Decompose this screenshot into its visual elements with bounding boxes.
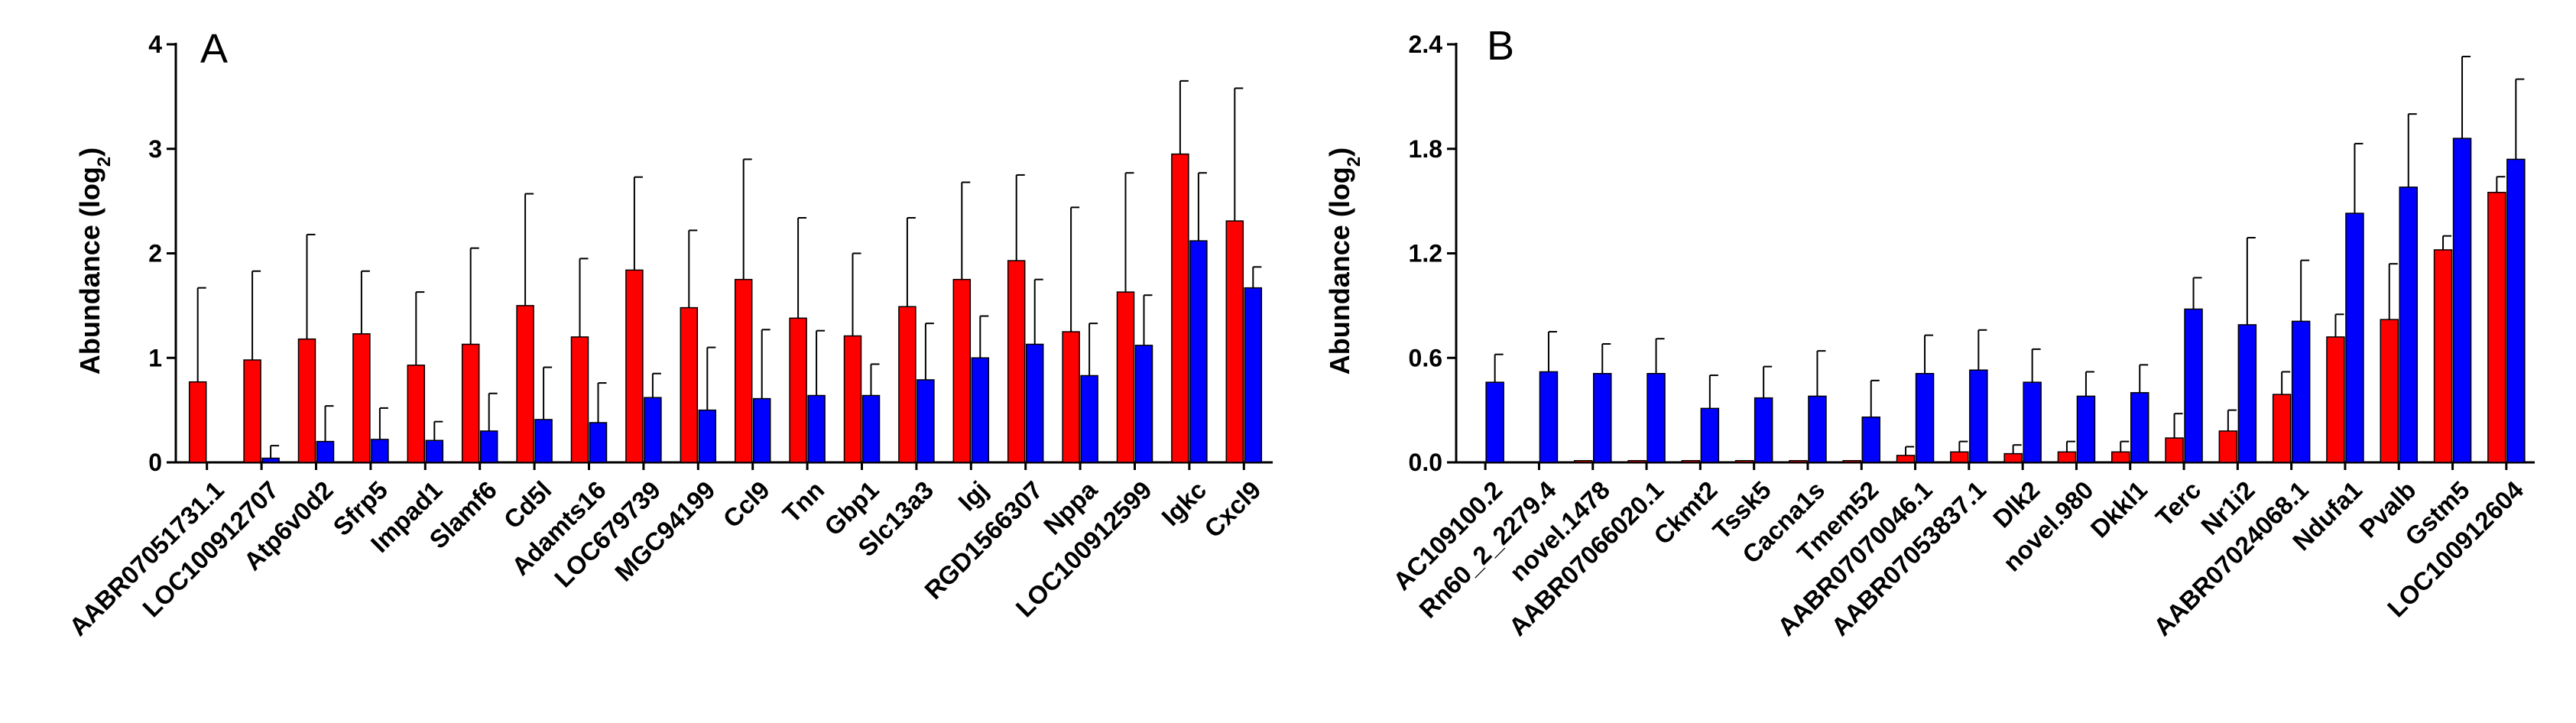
panel-b-bar-red (1574, 459, 1593, 463)
panel-b-bar-blue (1861, 416, 1880, 463)
panel-b-bar-blue (1539, 371, 1559, 463)
panel-a-bar-red (461, 343, 480, 463)
panel-b-bar-blue (2506, 158, 2526, 463)
panel-b-bar-red (2433, 249, 2453, 463)
panel-a-bar-blue (479, 430, 498, 463)
panel-a-bar-blue (1189, 240, 1208, 463)
panel-a-bar-blue (644, 397, 662, 463)
panel-a-bar-red (680, 306, 699, 463)
panel-a-bar-red (1171, 153, 1189, 463)
panel-b-y-tick-label: 1.8 (1409, 135, 1442, 163)
panel-a-bar-red (1225, 220, 1244, 463)
panel-a-category-label: Cxcl9 (1199, 475, 1266, 543)
panel-b-bar-red (2326, 336, 2345, 463)
panel-b-bar-blue (1969, 369, 1988, 463)
panel-a-bar-red (843, 335, 862, 463)
panel-b-y-tick-label: 1.2 (1409, 240, 1442, 267)
panel-b-bar-red (1681, 459, 1701, 463)
panel-b-bar-blue (1915, 373, 1935, 463)
panel-b-y-axis-title: Abundance (log2) (1324, 148, 1364, 374)
panel-a-bar-blue (589, 422, 608, 463)
panel-a-bar-red (1007, 260, 1026, 463)
panel-a-bar-blue (261, 457, 280, 463)
panel-a-category-label: Ccl9 (718, 475, 775, 533)
panel-a-bar-red (789, 317, 807, 463)
panel-b-bar-red (2272, 394, 2292, 463)
panel-b-bar-red (2165, 437, 2184, 463)
panel-b-bar-blue (2076, 395, 2096, 463)
panel-a-bar-blue (1080, 374, 1098, 463)
panel-a-bar-red (188, 381, 207, 463)
panel-b-bar-red (1896, 455, 1916, 463)
panel-b-bar-red (1734, 459, 1754, 463)
panel-a-bar-blue (371, 439, 389, 463)
panel-a-bar-red (952, 278, 972, 463)
panel-b-bar-blue (2399, 186, 2418, 463)
panel-a-bar-red (625, 269, 644, 463)
panel-b-bar-blue (1700, 407, 1720, 463)
panel-a-bar-red (734, 278, 753, 463)
panel-a-y-tick-label: 0 (148, 449, 162, 476)
panel-b-bar-blue (2452, 138, 2472, 463)
panel-b-bar-red (1842, 459, 1861, 463)
panel-a-bar-blue (807, 394, 826, 463)
panel-b-bar-red (1789, 459, 1808, 463)
panel-b-y-tick-label: 2.4 (1409, 31, 1443, 58)
panel-b-bar-red (1627, 459, 1646, 463)
panel-a-y-tick-label: 4 (148, 31, 162, 58)
panel-a-bar-red (1062, 331, 1080, 463)
panel-a-y-axis-title: Abundance (log2) (74, 148, 115, 374)
panel-b-letter: B (1487, 23, 1514, 69)
panel-a-y-tick-label: 3 (148, 135, 162, 163)
panel-a-bar-blue (534, 419, 553, 463)
panel-b-category-label: Dkkl1 (2085, 475, 2153, 543)
panel-a-bar-red (407, 365, 426, 463)
panel-a-y-tick-label: 1 (148, 344, 162, 371)
panel-a-bar-red (243, 359, 261, 463)
panel-b-bar-blue (2130, 392, 2149, 463)
panel-a-bar-blue (917, 379, 935, 463)
panel-b-bar-blue (1646, 373, 1666, 463)
panel-b-y-tick-label: 0.0 (1409, 449, 1442, 476)
panel-a-bar-red (352, 333, 371, 463)
panel-b-bar-red (2111, 451, 2130, 463)
panel-a-bar-blue (316, 440, 335, 463)
panel-a-bar-blue (752, 397, 771, 463)
panel-a-category-label: Igj (952, 475, 993, 516)
panel-b-bar-red (1950, 451, 1969, 463)
panel-a-bar-red (570, 336, 589, 463)
panel-b-bar-blue (2023, 381, 2042, 463)
panel-a-bar-red (1116, 291, 1135, 463)
panel-b-y-tick-label: 0.6 (1409, 344, 1442, 371)
panel-b-bar-red (2487, 191, 2506, 463)
panel-a-bar-blue (861, 394, 881, 463)
panel-b-bar-blue (2184, 308, 2203, 463)
panel-b-bar-blue (1485, 381, 1504, 463)
panel-a-bar-blue (1244, 287, 1263, 463)
panel-a-letter: A (200, 26, 228, 72)
panel-b-bar-red (2218, 430, 2238, 463)
panel-a-bar-red (516, 305, 534, 463)
panel-b-bar-red (2003, 452, 2023, 463)
panel-b-bar-blue (1593, 373, 1612, 463)
panel-b-bar-blue (1754, 397, 1773, 463)
panel-a-bar-blue (698, 409, 717, 463)
panel-b-bar-blue (2345, 212, 2364, 463)
panel-b-bar-blue (2291, 320, 2311, 463)
panel-a-bar-blue (1025, 343, 1044, 463)
panel-b-bar-blue (1808, 395, 1827, 463)
panel-a-bar-blue (971, 357, 990, 463)
panel-a-bar-red (297, 338, 316, 463)
panel-b-bar-red (2057, 451, 2077, 463)
panel-b-bar-red (2380, 319, 2399, 463)
panel-a-bar-blue (1134, 345, 1153, 463)
panel-a-bar-blue (425, 439, 444, 463)
panel-a-y-tick-label: 2 (148, 240, 162, 267)
panel-b-bar-blue (2237, 324, 2257, 463)
panel-a-bar-red (898, 306, 917, 463)
